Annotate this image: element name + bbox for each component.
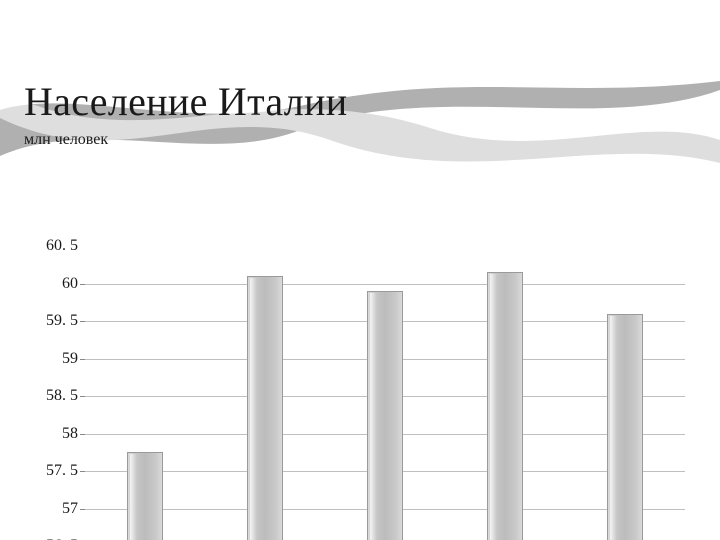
chart-bar <box>127 452 163 540</box>
y-tick-label: 59 <box>30 350 78 368</box>
y-tick-label: 59. 5 <box>30 312 78 330</box>
y-tick-mark <box>80 321 85 322</box>
y-tick-mark <box>80 434 85 435</box>
y-tick-mark <box>80 359 85 360</box>
y-tick-label: 60 <box>30 275 78 293</box>
y-tick-label: 57 <box>30 500 78 518</box>
page-title: Население Италии <box>24 78 720 125</box>
y-axis-unit-label: млн человек <box>24 131 720 149</box>
y-tick-label: 58 <box>30 425 78 443</box>
y-tick-mark <box>80 471 85 472</box>
y-tick-label: 58. 5 <box>30 387 78 405</box>
y-tick-mark <box>80 284 85 285</box>
population-chart: 60. 56059. 55958. 55857. 55756. 52000200… <box>30 246 690 540</box>
chart-bar <box>367 291 403 540</box>
chart-gridline <box>85 284 685 285</box>
chart-bar <box>247 276 283 540</box>
y-tick-mark <box>80 396 85 397</box>
y-tick-label: 60. 5 <box>30 237 78 255</box>
chart-plot-area <box>85 246 685 540</box>
y-tick-label: 57. 5 <box>30 462 78 480</box>
chart-bar <box>487 272 523 540</box>
y-tick-mark <box>80 509 85 510</box>
chart-bar <box>607 314 643 540</box>
